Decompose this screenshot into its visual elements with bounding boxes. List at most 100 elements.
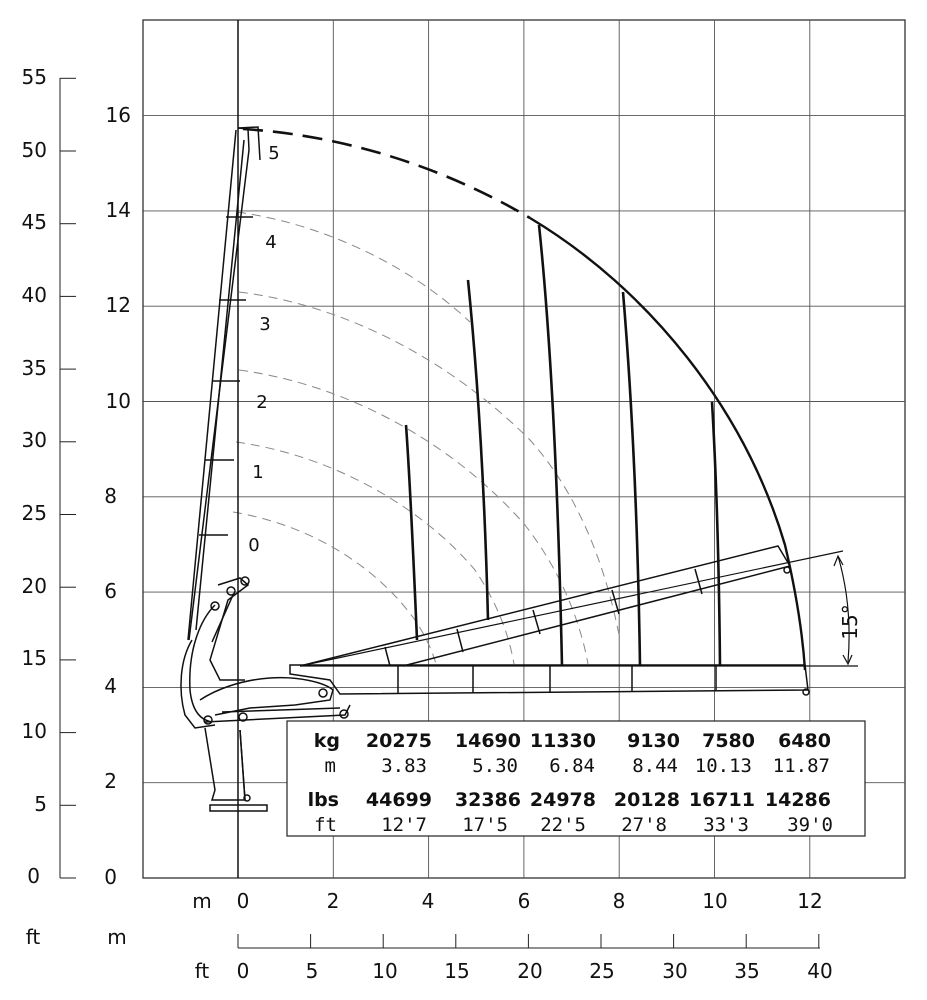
m-value: 3.83 [381,755,427,777]
m-unit-label-left: m [107,925,126,949]
ft-tick-label: 35 [734,959,759,983]
m-value: 8.44 [632,755,678,777]
kg-value: 11330 [530,730,596,752]
bottom-m-axis: m 0 2 4 6 8 10 12 [192,889,822,913]
ft-tick-label: 20 [517,959,542,983]
ft-label: ft [314,814,337,836]
boom-vertical [187,126,261,641]
envelope-solid [529,216,807,671]
ft-tick-label: 40 [22,283,47,307]
arc-section-0 [232,511,437,665]
ft-tick-label: 15 [444,959,469,983]
lbs-value: 44699 [366,789,432,811]
load-curve-3 [537,224,564,667]
m-tick-label: 4 [422,889,435,913]
ft-value: 27'8 [621,814,667,836]
ft-tick-label: 10 [372,959,397,983]
load-curves [404,224,722,667]
ft-tick-label: 50 [22,138,47,162]
m-tick-label: 0 [104,865,117,889]
ft-tick-label: 30 [22,428,47,452]
ft-value: 33'3 [703,814,749,836]
ft-unit-label-left: ft [26,925,41,949]
ft-tick-label: 25 [22,501,47,525]
m-value: 11.87 [773,755,830,777]
ft-tick-label: 20 [22,574,47,598]
inclined-reference-line [299,550,844,667]
m-tick-label: 12 [106,293,131,317]
m-tick-label: 8 [104,484,117,508]
lbs-value: 24978 [530,789,596,811]
m-tick-label: 4 [104,674,117,698]
section-label: 4 [265,232,276,253]
bottom-ft-axis: ft 0 5 10 15 20 25 30 35 40 [195,959,833,983]
ft-tick-label: 10 [22,719,47,743]
section-label: 5 [268,143,279,164]
load-table [286,720,866,837]
kg-value: 6480 [778,730,831,752]
ft-axis-labels: 55 50 45 40 35 30 25 20 15 10 5 0 [22,65,47,888]
lbs-value: 20128 [614,789,680,811]
m-tick-label: 16 [106,103,131,127]
ft-tick-label: 5 [306,959,319,983]
m-tick-label: 10 [106,389,131,413]
boom-joint [532,609,541,635]
load-curve-5 [710,401,722,667]
ft-value: 39'0 [787,814,833,836]
m-tick-label: 14 [106,198,131,222]
boom-joint [384,646,391,667]
ft-tick-label: 35 [22,356,47,380]
m-tick-label: 2 [327,889,340,913]
lbs-value: 32386 [455,789,521,811]
boom-joint [611,589,620,615]
m-value: 5.30 [472,755,518,777]
ft-value: 17'5 [462,814,508,836]
angle-label: 15° [838,604,862,639]
angle-arrow-top [833,554,844,567]
m-unit-label: m [192,889,211,913]
load-curve-4 [621,291,642,667]
ft-tick-label: 55 [22,65,47,89]
m-label: m [325,755,336,777]
boom-inner-line [195,139,245,631]
arc-section-3 [238,291,621,641]
kg-value: 7580 [702,730,755,752]
ft-tick-label: 30 [662,959,687,983]
section-labels: 5 4 3 2 1 0 [248,143,279,556]
m-tick-label: 6 [518,889,531,913]
crane-base [180,20,351,878]
section-label: 0 [248,535,259,556]
ft-tick-label: 0 [27,864,40,888]
lbs-label: lbs [308,789,339,811]
kg-label: kg [314,730,340,752]
m-tick-label: 6 [104,579,117,603]
kg-value: 20275 [366,730,432,752]
angle-arc [837,555,850,663]
lbs-value: 16711 [689,789,755,811]
angle-indicator [299,550,858,667]
ft-value: 12'7 [381,814,427,836]
boom-inclined [299,545,792,667]
load-table-rows: kg 20275 14690 11330 9130 7580 6480 m 3.… [308,730,833,836]
section-arcs [232,211,621,665]
m-axis-labels: 16 14 12 10 8 6 4 2 0 [104,103,131,889]
m-tick-label: 0 [237,889,250,913]
m-value: 6.84 [549,755,595,777]
ft-tick-label: 0 [237,959,250,983]
ft-tick-label: 40 [807,959,832,983]
boom-horizontal [289,664,810,696]
section-label: 1 [252,462,263,483]
m-value: 10.13 [695,755,752,777]
section-label: 2 [256,392,267,413]
ft-tick-label: 45 [22,210,47,234]
m-tick-label: 10 [702,889,727,913]
m-tick-label: 2 [104,769,117,793]
kg-value: 14690 [455,730,521,752]
ft-tick-label: 25 [589,959,614,983]
m-tick-label: 8 [613,889,626,913]
ft-tick-label: 5 [34,792,47,816]
lbs-value: 14286 [765,789,831,811]
kg-value: 9130 [627,730,680,752]
angle-arrow-bottom [842,654,853,666]
